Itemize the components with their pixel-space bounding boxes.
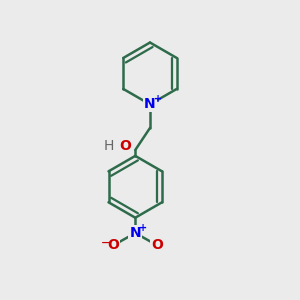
Text: H: H (104, 139, 114, 153)
Text: O: O (119, 139, 131, 153)
Text: +: + (140, 223, 148, 233)
Text: N: N (130, 226, 141, 240)
Text: −: − (101, 238, 110, 248)
Text: O: O (107, 238, 119, 252)
Text: +: + (154, 94, 162, 104)
Text: N: N (144, 98, 156, 111)
Text: O: O (152, 238, 163, 252)
